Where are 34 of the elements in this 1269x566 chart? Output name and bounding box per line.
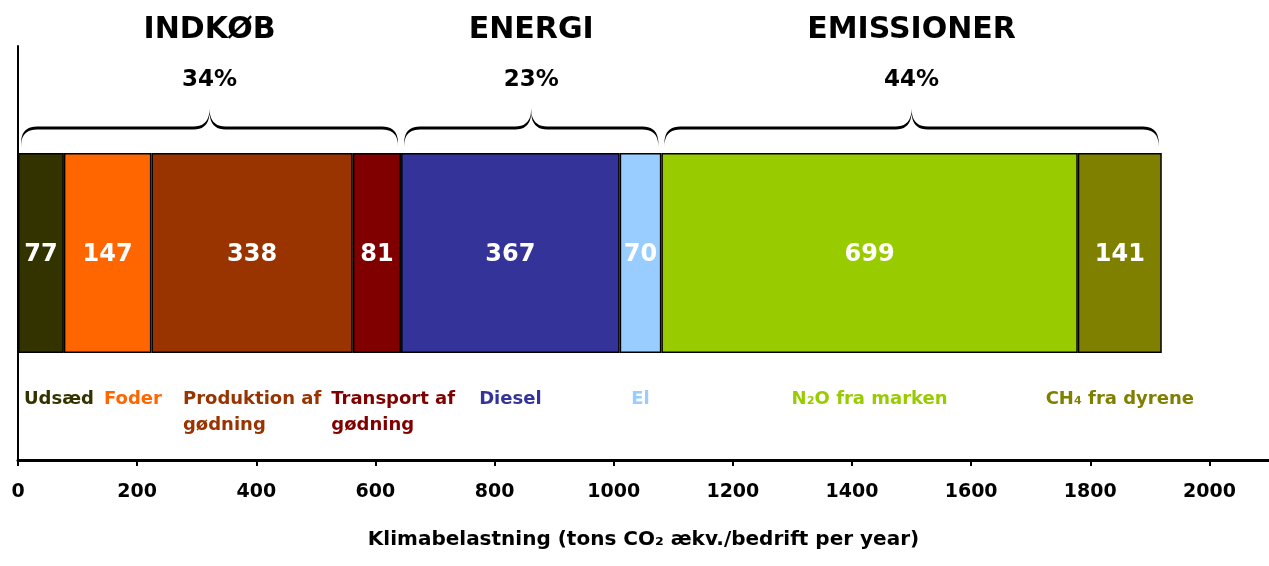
series-label: Diesel	[479, 386, 542, 408]
text: CH₄ fra dyrene	[1045, 386, 1194, 408]
x-tick-label: 0	[11, 478, 25, 501]
series-label: Udsæd	[24, 386, 94, 408]
annotation: 34%	[181, 64, 238, 91]
x-tick-label: 800	[474, 478, 515, 501]
x-tick-label: 400	[236, 478, 277, 501]
x-tick-label: 1400	[825, 478, 879, 501]
data-label: 338	[227, 239, 278, 267]
data-label: 367	[485, 239, 536, 267]
text: Transport af gødning	[331, 386, 456, 434]
data-label: 77	[24, 239, 58, 267]
data-label: 699	[844, 239, 895, 267]
x-tick-label: 1600	[944, 478, 998, 501]
series-label: El	[631, 386, 650, 408]
x-tick-label: 200	[117, 478, 157, 501]
data-label: 70	[623, 239, 658, 267]
data-label: 147	[82, 239, 133, 267]
annotation: 44%	[884, 64, 940, 91]
x-tick-label: 1800	[1063, 478, 1117, 501]
text: INDKØB	[143, 9, 276, 45]
series-label: Produktion af gødning	[182, 386, 322, 434]
x-tick-label: 1200	[706, 478, 760, 501]
x-axis-title: Klimabelastning (tons CO₂ ækv./bedrift per year)	[367, 526, 920, 550]
annotation: 23%	[503, 64, 559, 91]
x-tick-label: 1000	[587, 478, 641, 501]
series-label: N₂O fra marken	[791, 386, 948, 408]
data-label: 141	[1094, 239, 1145, 267]
text: EMISSIONER	[807, 9, 1016, 45]
x-tick-label: 2000	[1182, 478, 1236, 501]
x-tick-label: 600	[355, 478, 396, 501]
data-label: 81	[360, 239, 394, 267]
series-label: Foder	[103, 386, 162, 408]
text: ENERGI	[468, 9, 594, 45]
